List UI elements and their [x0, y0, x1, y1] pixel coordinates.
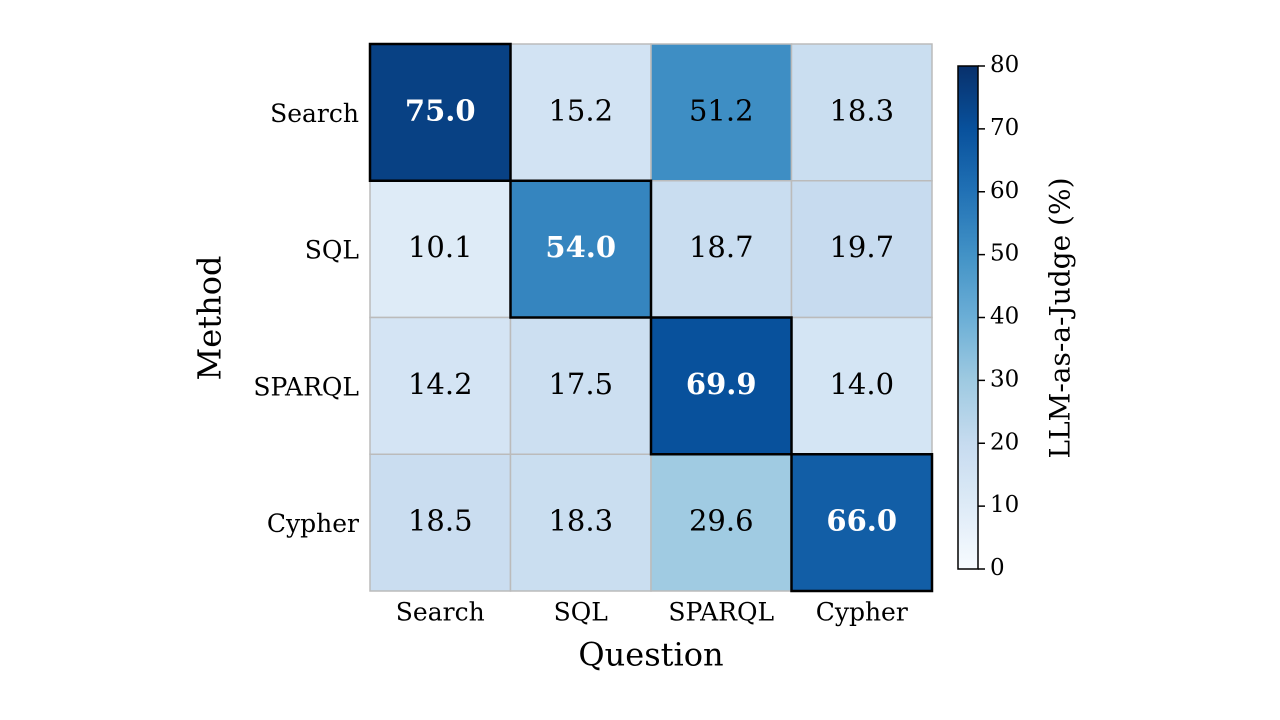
cell-label: 54.0	[545, 230, 616, 264]
cell-label: 18.5	[408, 504, 473, 538]
highlight-border	[509, 179, 653, 319]
heatmap-cell	[369, 43, 512, 182]
heatmap-cell	[790, 180, 933, 319]
cell-label: 19.7	[829, 230, 894, 264]
y-axis-label: Method	[191, 256, 229, 381]
colorbar-tick-label: 30	[990, 366, 1019, 392]
heatmap-cell	[509, 453, 652, 592]
colorbar-tick-label: 10	[990, 492, 1019, 518]
cell-label: 18.3	[548, 504, 613, 538]
x-tick-label: Cypher	[816, 598, 908, 627]
cell-label: 14.2	[408, 367, 473, 401]
colorbar-tick-label: 50	[990, 241, 1019, 267]
y-tick-label: SPARQL	[253, 372, 359, 401]
heatmap-cell	[790, 316, 933, 455]
heatmap-cell	[369, 180, 512, 319]
colorbar-tick-label: 60	[990, 178, 1019, 204]
colorbar	[957, 65, 979, 570]
cell-label: 14.0	[829, 367, 894, 401]
cell-label: 15.2	[548, 93, 613, 127]
y-tick-label: Search	[270, 99, 359, 128]
cell-label: 17.5	[548, 367, 613, 401]
colorbar-tick-label: 40	[990, 304, 1019, 330]
heatmap-cell	[650, 453, 793, 592]
highlight-border	[649, 316, 793, 456]
cell-label: 29.6	[689, 504, 754, 538]
heatmap-cell	[509, 180, 652, 319]
heatmap-cell	[509, 43, 652, 182]
colorbar-tick-label: 70	[990, 115, 1019, 141]
cell-label: 51.2	[689, 93, 754, 127]
colorbar-tick-label: 80	[990, 52, 1019, 78]
cell-label: 75.0	[405, 93, 476, 127]
heatmap-cell	[790, 43, 933, 182]
x-tick-label: Search	[396, 598, 485, 627]
cell-label: 66.0	[826, 504, 897, 538]
highlight-border	[368, 42, 512, 182]
cell-label: 69.9	[686, 367, 757, 401]
cell-label: 18.7	[689, 230, 754, 264]
colorbar-tick-label: 20	[990, 429, 1019, 455]
y-tick-label: SQL	[305, 236, 359, 265]
x-tick-label: SQL	[554, 598, 608, 627]
y-tick-label: Cypher	[267, 509, 359, 538]
cell-label: 18.3	[829, 93, 894, 127]
colorbar-label: LLM-as-a-Judge (%)	[1044, 177, 1077, 458]
heatmap-cell	[650, 43, 793, 182]
x-tick-label: SPARQL	[668, 598, 774, 627]
highlight-border	[790, 453, 934, 593]
cell-label: 10.1	[408, 230, 473, 264]
heatmap-cell	[369, 453, 512, 592]
x-axis-label: Question	[578, 636, 723, 674]
colorbar-tick-label: 0	[990, 555, 1005, 581]
heatmap-cell	[509, 316, 652, 455]
